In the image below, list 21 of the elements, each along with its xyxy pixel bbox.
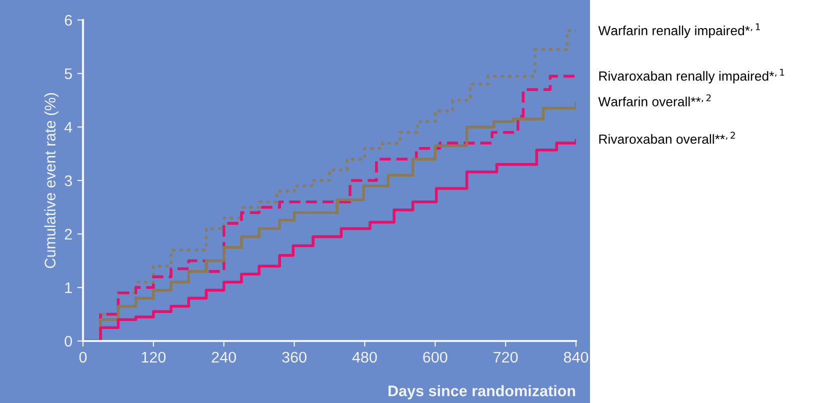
y-tick-label: 5 bbox=[64, 68, 72, 80]
y-axis-title: Cumulative event rate (%) bbox=[44, 93, 59, 268]
x-tick-label: 720 bbox=[494, 352, 518, 363]
y-tick-label: 6 bbox=[64, 14, 72, 26]
y-tick-label: 3 bbox=[64, 175, 72, 186]
series-label: Warfarin renally impaired*$^{,1}$ bbox=[598, 23, 760, 38]
x-tick-label: 240 bbox=[212, 352, 236, 363]
x-tick-label: 360 bbox=[282, 352, 306, 363]
x-tick-label: 840 bbox=[564, 352, 588, 363]
x-tick-label: 120 bbox=[142, 352, 166, 363]
y-tick-label: 4 bbox=[64, 122, 72, 133]
y-tick-label: 1 bbox=[65, 282, 72, 294]
y-tick-label: 2 bbox=[64, 228, 72, 240]
x-tick-label: 480 bbox=[352, 352, 377, 363]
series-label: Rivaroxaban overall**$^{,2}$ bbox=[599, 132, 735, 144]
x-tick-label: 600 bbox=[423, 352, 448, 363]
series-label: Rivaroxaban renally impaired*$^{,1}$ bbox=[599, 68, 784, 84]
series-label: Warfarin overall**$^{,2}$ bbox=[598, 94, 711, 106]
x-axis-title: Days since randomization bbox=[388, 385, 576, 400]
y-tick-label: 0 bbox=[64, 336, 72, 347]
x-tick-label: 0 bbox=[79, 352, 87, 363]
